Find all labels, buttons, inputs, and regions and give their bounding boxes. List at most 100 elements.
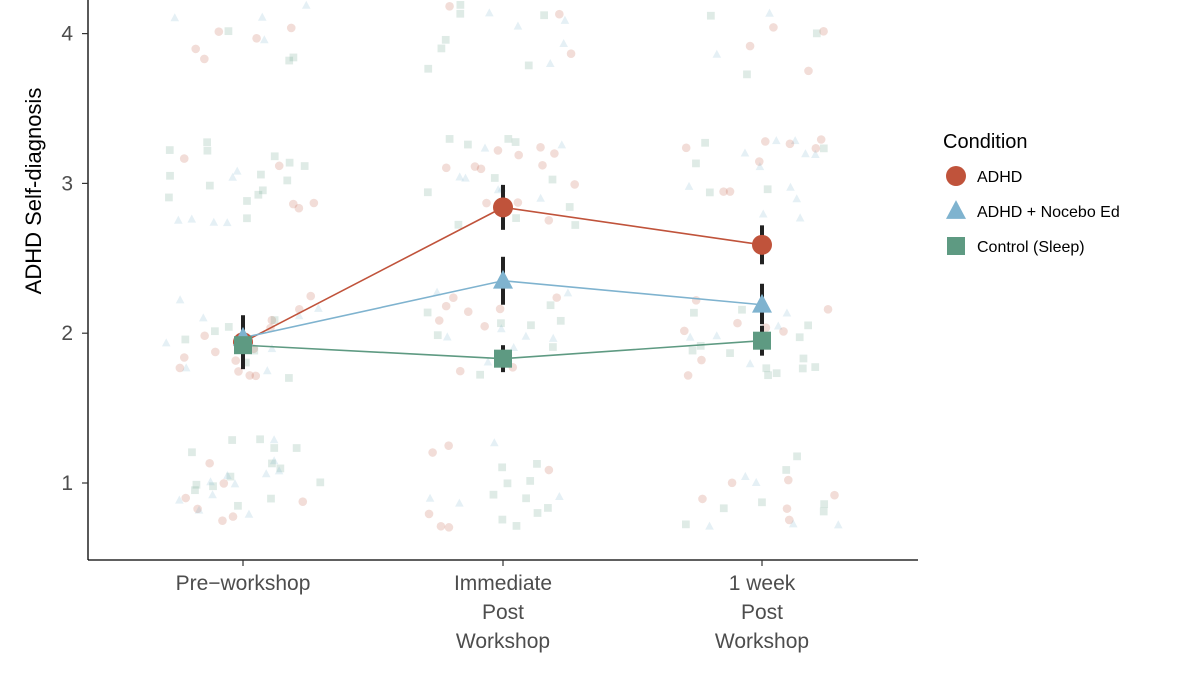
raw-point — [538, 160, 547, 170]
raw-point — [223, 470, 232, 480]
raw-point — [256, 435, 264, 444]
raw-point — [690, 308, 698, 317]
raw-point — [214, 27, 224, 36]
raw-point — [483, 357, 493, 366]
raw-point — [188, 448, 196, 457]
raw-point — [444, 441, 453, 450]
raw-point — [480, 143, 490, 152]
raw-point — [760, 137, 770, 146]
raw-point — [262, 366, 272, 375]
raw-point — [270, 316, 279, 324]
raw-point — [552, 293, 562, 302]
raw-point — [209, 217, 219, 226]
raw-point — [260, 35, 269, 44]
raw-point — [785, 139, 795, 149]
raw-point — [522, 494, 530, 503]
raw-point — [697, 355, 706, 365]
raw-point — [565, 203, 574, 211]
raw-point — [536, 193, 545, 202]
series-markers — [233, 197, 772, 368]
raw-point — [269, 435, 279, 444]
raw-point — [521, 331, 531, 340]
raw-point — [441, 301, 451, 311]
raw-point — [441, 35, 450, 44]
raw-point — [745, 359, 755, 368]
raw-point — [463, 307, 473, 317]
raw-point — [773, 321, 783, 330]
raw-point — [251, 371, 261, 381]
raw-point — [833, 520, 843, 529]
raw-point — [544, 465, 554, 475]
raw-point — [548, 175, 557, 184]
raw-point — [819, 27, 828, 36]
raw-point — [476, 370, 485, 379]
raw-point — [493, 185, 503, 194]
raw-point — [218, 516, 227, 525]
raw-point — [762, 364, 771, 373]
raw-point — [727, 478, 737, 488]
raw-point — [270, 152, 279, 161]
raw-point — [786, 182, 795, 191]
raw-point — [461, 173, 470, 182]
raw-point — [566, 49, 576, 59]
raw-point — [203, 138, 212, 147]
raw-point — [181, 335, 190, 344]
raw-point — [706, 11, 715, 20]
raw-point — [533, 509, 542, 517]
raw-point — [698, 494, 707, 504]
raw-point — [726, 349, 734, 357]
x-tick-label: 1 week — [729, 572, 796, 595]
raw-point — [482, 198, 491, 208]
raw-points-layer — [161, 0, 843, 532]
raw-point — [819, 507, 828, 516]
raw-point — [433, 331, 442, 340]
raw-point — [548, 333, 558, 342]
raw-point — [779, 327, 788, 336]
raw-point — [680, 326, 689, 336]
raw-point — [270, 444, 279, 452]
raw-point — [691, 296, 701, 305]
raw-point — [812, 29, 821, 38]
raw-point — [758, 498, 766, 507]
raw-point — [772, 136, 781, 145]
raw-point — [181, 493, 191, 503]
legend-title: Condition — [943, 131, 1028, 153]
raw-point — [286, 23, 296, 33]
raw-point — [226, 472, 235, 481]
raw-point — [719, 504, 728, 513]
y-axis-title: ADHD Self-diagnosis — [21, 88, 46, 295]
raw-point — [793, 452, 801, 461]
raw-point — [705, 521, 714, 530]
raw-point — [300, 162, 309, 170]
raw-point — [445, 135, 454, 143]
raw-point — [241, 358, 250, 367]
raw-point — [513, 21, 523, 30]
raw-point — [509, 342, 518, 352]
raw-point — [250, 346, 259, 355]
x-tick-label: Immediate — [454, 572, 552, 595]
raw-point — [511, 138, 520, 146]
raw-point — [571, 221, 580, 229]
raw-point — [544, 216, 554, 225]
raw-point — [524, 61, 533, 70]
y-tick-label: 4 — [61, 23, 73, 46]
raw-point — [187, 214, 197, 223]
raw-point — [267, 494, 275, 503]
raw-point — [490, 438, 499, 447]
raw-point — [228, 172, 237, 181]
raw-point — [765, 8, 774, 17]
raw-point — [788, 519, 798, 528]
raw-point — [556, 316, 565, 325]
point-adhd-nocebo-ed — [752, 293, 772, 313]
legend-label-control-sleep: Control (Sleep) — [977, 239, 1085, 256]
raw-point — [206, 477, 215, 486]
raw-point — [165, 193, 173, 202]
raw-point — [211, 347, 220, 357]
y-tick-label: 2 — [61, 322, 73, 345]
raw-point — [493, 146, 503, 155]
raw-point — [555, 491, 564, 501]
raw-point — [267, 344, 277, 353]
raw-point — [267, 315, 277, 325]
raw-point — [498, 515, 507, 524]
